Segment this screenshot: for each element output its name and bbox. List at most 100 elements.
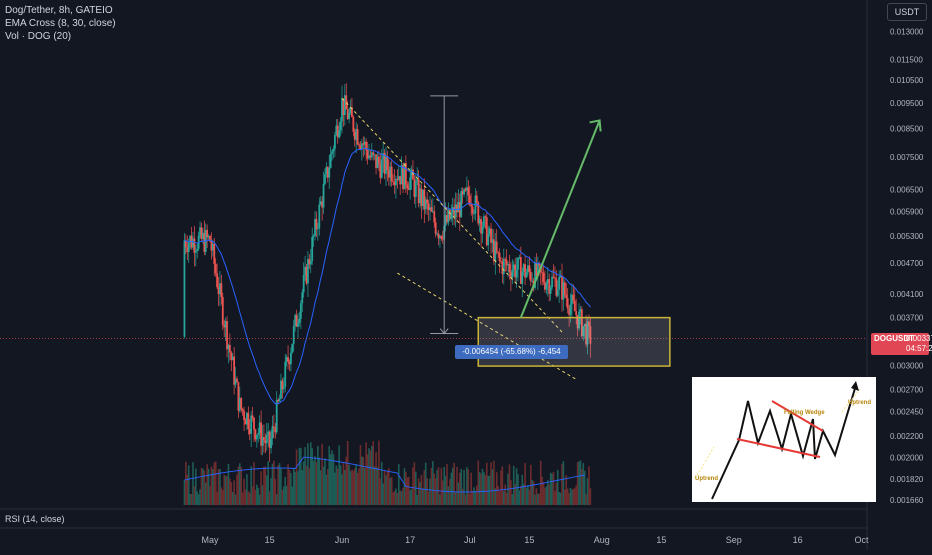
- candle-body: [395, 178, 397, 186]
- candle-body: [343, 95, 346, 115]
- price-axis-label: 0.002000: [890, 454, 924, 463]
- volume-bar: [464, 494, 467, 505]
- candle-body: [475, 195, 478, 203]
- volume-bar: [383, 470, 386, 505]
- candle-body: [263, 437, 265, 441]
- volume-bar: [473, 487, 475, 505]
- time-axis-label: 16: [793, 535, 803, 545]
- candle-body: [230, 352, 233, 361]
- candle-body: [326, 166, 329, 178]
- candle-body: [297, 322, 299, 327]
- candle-body: [576, 315, 579, 329]
- arrow-head-icon: [851, 381, 859, 391]
- volume-bar: [243, 478, 245, 505]
- volume-bar: [439, 494, 441, 505]
- candle-body: [220, 283, 223, 297]
- price-axis-label: 0.004700: [890, 259, 924, 268]
- volume-bar: [419, 482, 421, 505]
- volume-bar: [283, 486, 285, 505]
- candle-body: [284, 361, 287, 387]
- volume-bar: [342, 463, 345, 505]
- candle-body: [406, 184, 409, 189]
- volume-bar: [529, 464, 532, 505]
- candle-body: [492, 239, 495, 262]
- candle-body: [282, 386, 285, 390]
- volume-bar: [537, 493, 539, 505]
- candle-body: [291, 343, 294, 353]
- volume-bar: [528, 489, 531, 505]
- volume-bar: [305, 465, 308, 505]
- candle-body: [275, 399, 278, 433]
- candle-body: [302, 275, 305, 293]
- volume-bar: [366, 454, 369, 505]
- candle-body: [321, 201, 324, 208]
- candle-body: [447, 209, 450, 223]
- candle-body: [219, 283, 221, 295]
- candle-body: [257, 433, 260, 435]
- wedge-upper-line: [771, 400, 824, 432]
- volume-bar: [427, 491, 430, 505]
- candle-body: [487, 234, 490, 246]
- price-axis-label: 0.003700: [890, 314, 924, 323]
- volume-bar: [484, 474, 487, 505]
- volume-bar: [564, 489, 566, 505]
- candle-body: [505, 259, 508, 266]
- price-axis-label: 0.005900: [890, 207, 924, 216]
- candle-body: [227, 344, 230, 350]
- candle-body: [226, 321, 228, 350]
- candle-body: [454, 204, 457, 218]
- candle-body: [451, 207, 454, 214]
- volume-bar: [477, 460, 480, 505]
- volume-bar: [237, 466, 240, 505]
- volume-bar: [562, 461, 565, 505]
- volume-bar: [399, 490, 401, 505]
- volume-bar: [315, 462, 318, 505]
- time-axis-label: Oct: [854, 535, 869, 545]
- time-axis-label: 15: [265, 535, 275, 545]
- candle-body: [264, 440, 267, 444]
- volume-bar: [308, 468, 311, 505]
- candle-body: [431, 211, 434, 213]
- candle-body: [238, 397, 241, 411]
- volume-bar: [416, 494, 419, 505]
- candle-body: [582, 326, 585, 337]
- price-axis-label: 0.009500: [890, 99, 924, 108]
- volume-bar: [493, 460, 495, 505]
- candle-body: [365, 141, 368, 150]
- volume-bar: [246, 474, 248, 505]
- candle-body: [307, 259, 309, 284]
- candle-body: [426, 199, 429, 204]
- volume-bar: [291, 486, 294, 505]
- currency-button[interactable]: USDT: [887, 3, 927, 21]
- volume-bar: [339, 465, 342, 505]
- volume-bar: [233, 480, 235, 505]
- volume-bar: [393, 491, 396, 505]
- volume-bar: [273, 460, 275, 505]
- volume-bar: [481, 468, 484, 505]
- candle-body: [193, 238, 196, 253]
- volume-bar: [355, 464, 357, 505]
- candle-body: [304, 266, 306, 276]
- candle-body: [468, 195, 471, 205]
- wedge-lower-line: [736, 438, 821, 458]
- volume-bar: [551, 473, 553, 505]
- candle-body: [521, 271, 524, 284]
- volume-bar: [332, 454, 335, 505]
- candle-body: [233, 356, 236, 385]
- candle-body: [583, 323, 586, 327]
- candle-body: [531, 280, 534, 282]
- volume-bar: [183, 480, 186, 505]
- candle-body: [342, 98, 345, 115]
- volume-bar: [566, 488, 569, 505]
- volume-bar: [226, 475, 228, 505]
- volume-bar: [365, 442, 367, 505]
- volume-bar: [281, 489, 284, 505]
- candle-body: [424, 199, 427, 210]
- volume-bar: [471, 490, 474, 505]
- candle-body: [192, 238, 194, 248]
- candle-body: [376, 156, 379, 168]
- volume-bar: [335, 465, 338, 505]
- candle-body: [407, 188, 410, 190]
- volume-bar: [488, 475, 491, 505]
- volume-bar: [190, 493, 193, 505]
